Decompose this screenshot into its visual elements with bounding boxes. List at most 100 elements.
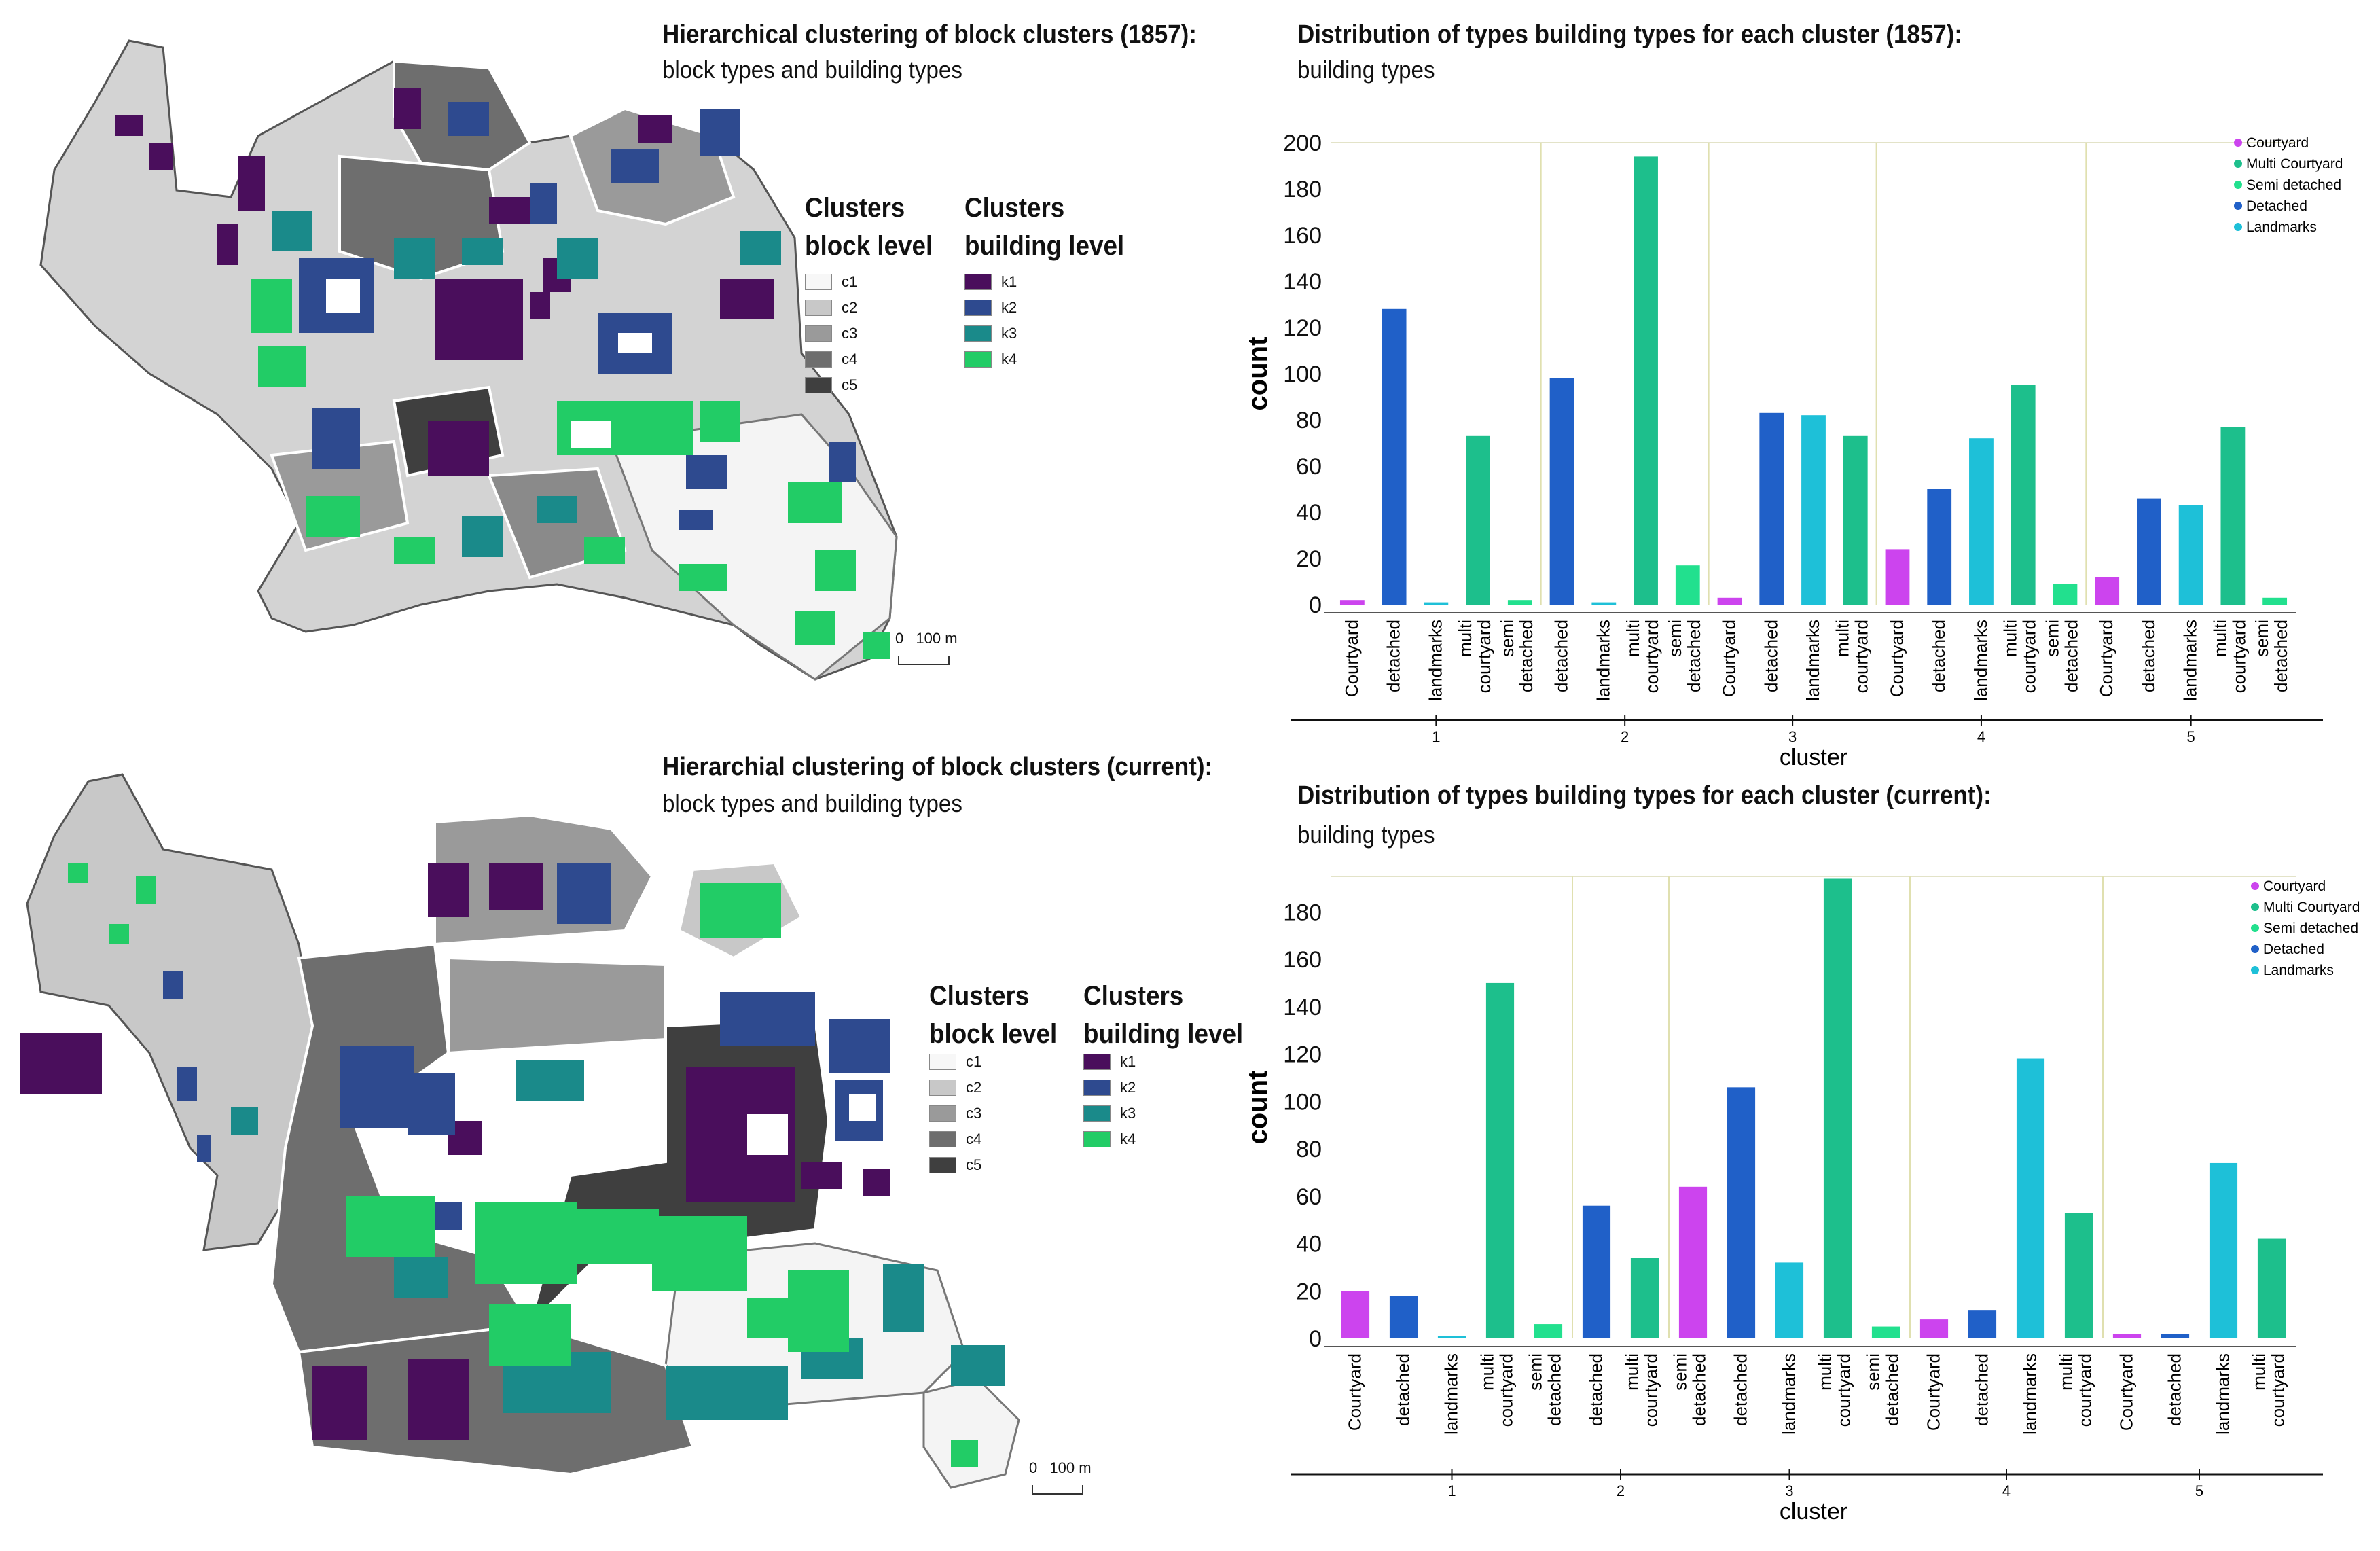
cluster-tick-label: 5 [2187,728,2195,745]
bar [1339,600,1365,605]
legend-swatch [929,1080,956,1096]
cluster-tick-label: 4 [2002,1482,2011,1499]
legend-label: Detached [2246,198,2307,214]
x-tick-label-line: detached [1516,620,1536,692]
legend-item-c3: c3 [929,1103,981,1124]
cluster-tick-label: 1 [1432,728,1440,745]
x-tick-label-line: courtyard [1834,1353,1854,1427]
x-tick-label: semidetached [1863,1353,1903,1426]
x-tick-label: semidetached [1665,620,1704,692]
legend-label: k4 [1001,351,1017,368]
x-tick-label-line: detached [1545,1353,1565,1426]
legend-item-k4: k4 [964,349,1017,370]
map-buildings-k1 [115,88,774,476]
bar [1549,378,1574,605]
x-tick-label: Courtyard [1886,620,1907,697]
x-tick-label: multicourtyard [2249,1353,2288,1427]
x-tick-label-line: multi [1622,1353,1642,1391]
y-tick-label: 20 [1296,1279,1322,1304]
bar [1507,600,1532,605]
x-tick-label: multicourtyard [1623,620,1662,693]
x-axis-label: cluster [1780,745,1847,768]
bar [1630,1258,1659,1338]
legend-marker [2251,924,2259,932]
legend-label: Multi Courtyard [2263,899,2360,915]
x-tick-label-line: Courtyard [1345,1353,1365,1431]
bar [1871,1326,1900,1338]
x-tick-label-line: semi [1670,1353,1691,1391]
x-tick-label-line: landmarks [1779,1353,1799,1435]
scale-label: 100 m [1049,1459,1092,1476]
bar [1727,1087,1756,1338]
legend-block-heading-line2: block level [929,1019,1058,1049]
x-tick-label-line: Courtyard [2116,1353,2137,1431]
y-tick-label: 0 [1309,592,1322,618]
x-tick-label: multicourtyard [2210,620,2249,693]
legend-label: Landmarks [2263,963,2334,978]
scale-bar: 0 100 m [1029,1459,1092,1495]
legend-label: k1 [1120,1053,1136,1070]
bar [1424,602,1449,605]
bar [2112,1334,2142,1338]
y-tick-label: 200 [1283,130,1322,156]
legend-marker [2251,903,2259,911]
map-buildings-k4 [251,279,890,659]
legend-item-k3: k3 [964,323,1017,344]
x-tick-label-line: landmarks [2020,1353,2040,1435]
legend-block-heading-line2: block level [805,231,933,261]
legend-item-c5: c5 [929,1155,981,1175]
x-tick-label-line: courtyard [1496,1353,1517,1427]
y-axis-label: count [1243,337,1273,411]
y-tick-label: 100 [1283,1089,1322,1115]
x-tick-label-line: landmarks [1970,620,1991,701]
x-tick-label-line: detached [2165,1353,2185,1426]
y-tick-label: 160 [1283,223,1322,249]
x-tick-label: landmarks [2020,1353,2040,1435]
legend-label: k2 [1001,299,1017,316]
legend-label: k1 [1001,273,1017,290]
y-tick-label: 120 [1283,1042,1322,1068]
bar [1341,1291,1370,1338]
y-axis-label: count [1243,1071,1273,1145]
bar-chart-1857: 0 20 40 60 80 100 120 140 160 180 200 count Courtyar… [1243,130,2343,768]
y-tick-label: 0 [1309,1326,1322,1352]
x-tick-label: multicourtyard [2056,1353,2095,1427]
x-tick-label: landmarks [2180,620,2201,701]
legend-item-c5: c5 [805,375,857,395]
x-tick-label-line: multi [1833,620,1853,657]
x-tick-label-line: Courtyard [1341,620,1362,697]
legend-item-c3: c3 [805,323,857,344]
legend-building-heading: Clusters building level [964,189,1124,265]
legend-swatch [1083,1105,1111,1122]
x-tick-label-line: Courtyard [1886,620,1907,697]
map-subtitle: block types and building types [662,56,962,84]
legend-item-k3: k3 [1083,1103,1136,1124]
x-tick-label: detached [1731,1353,1751,1426]
legend-label: k4 [1120,1130,1136,1147]
bar [2011,385,2036,605]
map-title: Hierarchial clustering of block clusters… [662,753,1213,781]
x-tick-label: multicourtyard [1833,620,1872,693]
bar [2053,584,2078,605]
x-tick-label: landmarks [1425,620,1445,701]
legend-swatch [805,351,832,368]
x-tick-label: Courtyard [2096,620,2116,697]
legend-item-k2: k2 [964,298,1017,318]
legend-swatch [929,1131,956,1147]
x-tick-label-line: courtyard [2229,620,2249,693]
y-tick-label: 100 [1283,361,1322,387]
bar [2178,505,2203,605]
legend-label: Courtyard [2246,135,2309,151]
legend-label: c3 [966,1105,982,1122]
map-block-c3 [447,956,667,1055]
bar [2262,597,2288,605]
scale-bar: 0 100 m [895,630,958,665]
cluster-tick-label: 3 [1785,1482,1793,1499]
x-tick-label-line: detached [2138,620,2159,692]
x-tick-label-line: multi [1815,1353,1835,1391]
bar [1823,878,1852,1338]
y-tick-label: 80 [1296,408,1322,433]
legend-marker [2251,966,2259,974]
legend-label: c5 [842,376,858,393]
x-tick-label-line: detached [1882,1353,1903,1426]
